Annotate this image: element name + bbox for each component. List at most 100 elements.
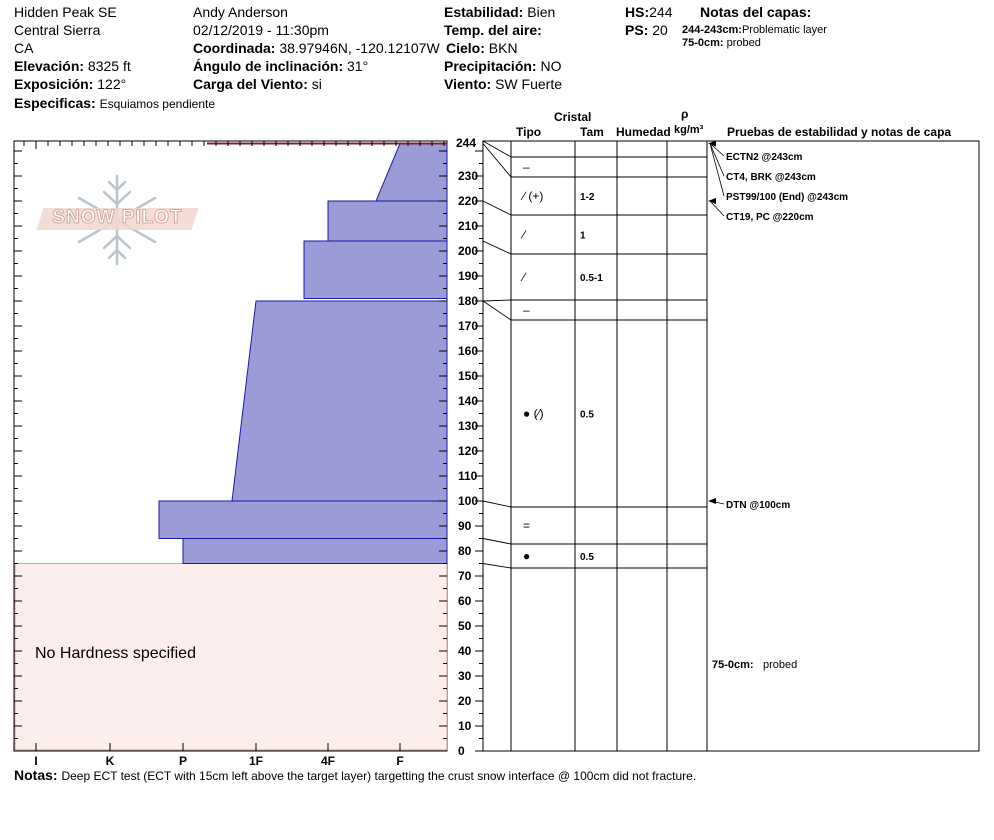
state: CA [14,40,34,56]
depth-tick-label: 110 [458,469,478,483]
depth-tick-label: 20 [458,694,472,708]
grain-type-symbol: ∕ [520,270,527,284]
density-header: kg/m³ [674,124,704,136]
stability-label: Estabilidad: [444,4,524,20]
depth-tick-label: 160 [458,344,478,358]
elevation-label: Elevación: [14,58,85,74]
hardness-tick-label: F [396,754,403,768]
tests-header: Pruebas de estabilidad y notas de capa [727,125,952,139]
hs-label: HS: [625,4,650,20]
stability-test-leader [709,200,725,217]
depth-tick-label: 100 [458,494,478,508]
precip-label: Precipitación: [444,58,537,74]
aspect-value: 122° [97,76,127,92]
depth-tick-label: 210 [458,219,478,233]
depth-tick-label: 90 [458,519,472,533]
layer-note-range: 244-243cm: [682,24,742,36]
hardness-bar [303,240,448,299]
depth-tick-label: 180 [458,294,478,308]
depth-tick-label: 60 [458,594,472,608]
incline-label: Ángulo de inclinación: [193,58,344,74]
stability-test-leader [709,143,725,177]
grain-size-label: 1-2 [580,192,595,203]
notes-label: Notas: [14,767,58,783]
depth-tick-label: 220 [458,194,478,208]
grain-type-symbol: ● (∕) [523,407,544,421]
hardness-tick-label: 1F [249,754,263,768]
hardness-bar [158,500,448,539]
depth-tick-label: 50 [458,619,472,633]
layer-connector [482,140,512,158]
air-temp-label: Temp. del aire: [444,22,542,38]
elevation-value: 8325 ft [87,58,131,74]
snowpilot-logo: SNOW PILOT [36,172,199,268]
depth-tick-label: 170 [458,319,478,333]
grain-size-label: 1 [580,231,586,242]
notes-text: Deep ECT test (ECT with 15cm left above … [61,769,697,783]
layer-connector [482,200,512,216]
size-header: Tam [580,125,604,139]
sky-value: BKN [488,40,518,56]
depth-tick-label: 230 [458,169,478,183]
grain-table-frame [482,140,980,752]
no-hardness-region [14,563,448,751]
layer-note-range: 75-0cm: [712,659,754,671]
stability-arrow [708,198,716,204]
specifics-value: Esquiamos pendiente [99,97,216,111]
grain-size-label: 0.5 [580,410,594,421]
stability-test-label: CT19, PC @220cm [726,212,814,223]
type-header: Tipo [516,125,542,139]
incline-value: 31° [347,58,369,74]
layer-connector [482,538,512,545]
stability-test-leader [709,143,725,157]
hardness-tick-label: I [34,754,37,768]
no-hardness-label: No Hardness specified [35,645,196,662]
layer-notes-title: Notas del capas: [700,4,812,20]
wind-load-value: si [311,76,322,92]
depth-tick-label: 150 [458,369,478,383]
hs-value: 244 [649,4,673,20]
grain-type-symbol: ∕ (+) [520,189,543,203]
grain-type-symbol: – [523,303,530,317]
stability-test-label: ECTN2 @243cm [726,152,803,163]
layer-connector [482,300,512,321]
layer-connector [482,299,512,302]
depth-tick-label: 80 [458,544,472,558]
hardness-tick-label: 4F [321,754,335,768]
precip-value: NO [540,58,562,74]
ps-label: PS: [625,22,649,38]
stability-arrow [708,140,716,147]
depth-tick-label: 10 [458,719,472,733]
stability-value: Bien [527,4,556,20]
stability-arrow [708,498,716,504]
aspect-label: Exposición: [14,76,94,92]
datetime: 02/12/2019 - 11:30pm [193,22,329,38]
depth-tick-label: 130 [458,419,478,433]
layer-connector [482,240,512,255]
layer-note-text: probed [763,659,797,671]
layer-note-text: Problematic layer [741,24,827,36]
depth-tick-label: 200 [458,244,478,258]
hardness-tick-label: P [179,754,187,768]
depth-tick-label: 30 [458,669,472,683]
wind-label: Viento: [444,76,492,92]
layer-connector [482,563,512,569]
depth-tick-label: 140 [458,394,478,408]
specifics-label: Especificas: [14,95,96,111]
humidity-header: Humedad [616,125,671,139]
wind-value: SW Fuerte [495,76,562,92]
depth-tick-label: 70 [458,569,472,583]
observer: Andy Anderson [193,4,288,20]
hardness-bar [231,300,448,502]
stability-test-label: PST99/100 (End) @243cm [726,192,848,203]
layer-note-text: probed [726,37,761,49]
stability-test-leader [709,143,725,197]
depth-tick-label: 0 [458,744,465,758]
sky-label: Cielo: [446,40,485,56]
depth-tick-label: 40 [458,644,472,658]
grain-type-symbol: ● [523,549,530,563]
grain-type-symbol: ∕ [520,228,527,242]
grain-size-label: 0.5-1 [580,273,603,284]
crystal-header: Cristal [554,110,592,124]
